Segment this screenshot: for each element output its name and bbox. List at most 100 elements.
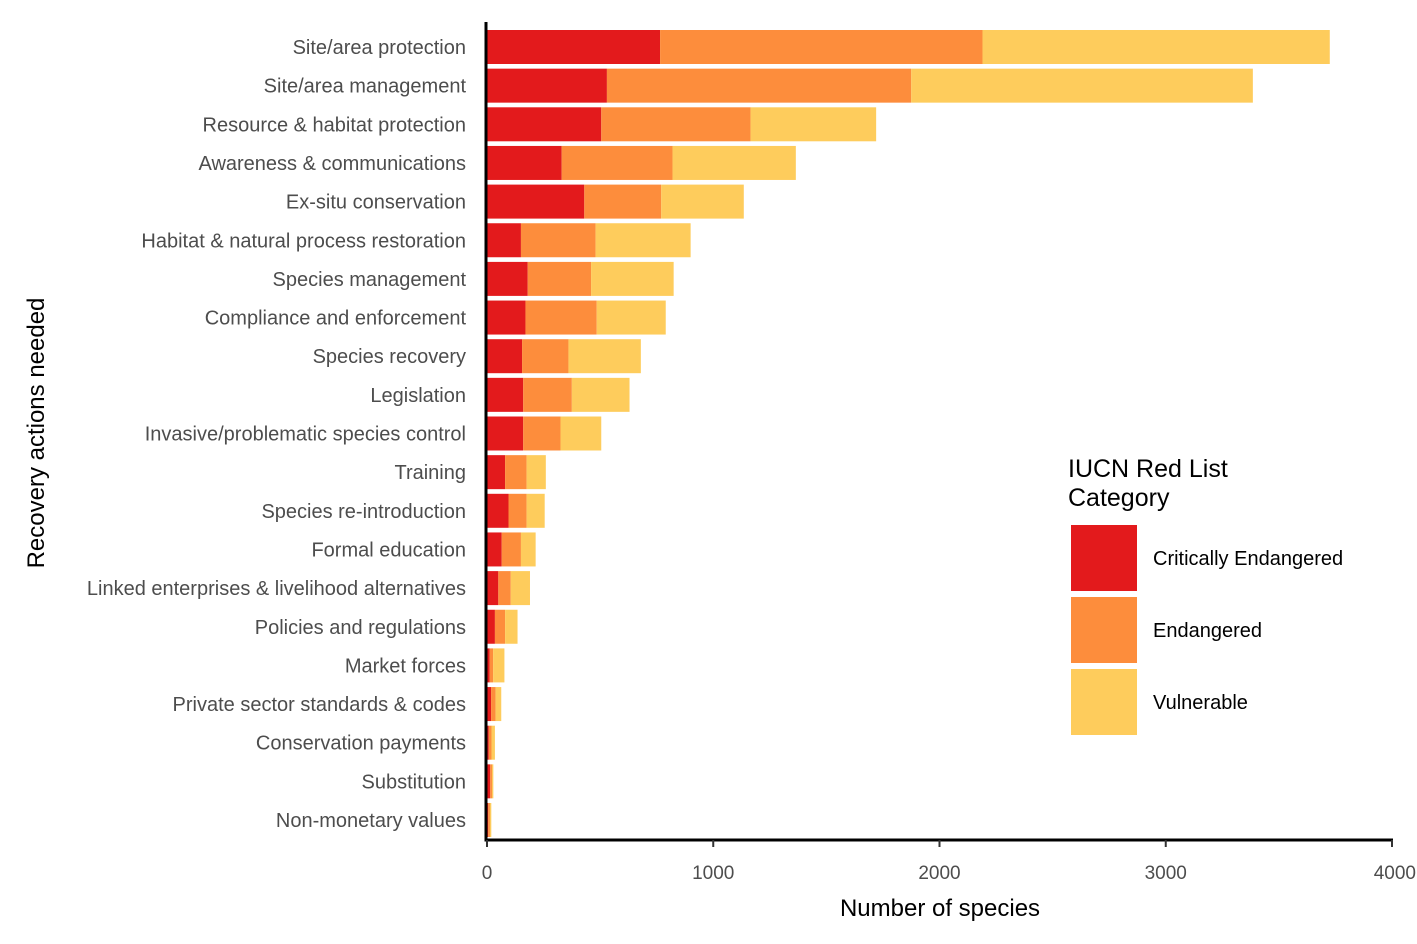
bar-legislation-critically-endangered [487, 377, 524, 412]
bar-private-sector-standards-codes-endangered [491, 687, 496, 722]
bar-private-sector-standards-codes-vulnerable [495, 687, 502, 722]
bar-site-area-management-endangered [606, 68, 912, 103]
bar-market-forces-endangered [489, 648, 494, 683]
bar-linked-enterprises-livelihood-alternatives-endangered [498, 571, 511, 606]
legend-title-line-1: IUCN Red List [1068, 455, 1228, 483]
bar-non-monetary-values-vulnerable [489, 803, 492, 837]
legend-label-endangered: Endangered [1153, 620, 1262, 642]
bar-habitat-natural-process-restoration-vulnerable [595, 223, 691, 258]
category-label-species-recovery: Species recovery [313, 346, 466, 368]
category-label-policies-and-regulations: Policies and regulations [255, 617, 466, 639]
axes [484, 22, 1393, 842]
bar-species-recovery-endangered [522, 339, 569, 374]
bar-resource-habitat-protection-vulnerable [750, 107, 877, 142]
bar-formal-education-endangered [501, 532, 521, 567]
bar-ex-situ-conservation-critically-endangered [487, 184, 585, 219]
x-axis-title: Number of species [840, 895, 1040, 922]
bar-legislation-vulnerable [571, 377, 630, 412]
category-label-linked-enterprises-livelihood-alternatives: Linked enterprises & livelihood alternat… [87, 578, 466, 600]
bar-formal-education-critically-endangered [487, 532, 502, 567]
category-label-non-monetary-values: Non-monetary values [276, 810, 466, 832]
category-label-site-area-management: Site/area management [264, 76, 467, 98]
x-tick-label-3000: 3000 [1145, 863, 1187, 884]
bar-linked-enterprises-livelihood-alternatives-critically-endangered [487, 571, 499, 606]
bar-market-forces-critically-endangered [487, 648, 490, 683]
bars-layer [487, 30, 1330, 837]
bar-site-area-management-vulnerable [911, 68, 1253, 103]
bar-policies-and-regulations-critically-endangered [487, 609, 495, 644]
x-tick-label-1000: 1000 [692, 863, 734, 884]
bar-substitution-critically-endangered [487, 764, 491, 799]
legend-title-line-2: Category [1068, 484, 1170, 512]
bar-awareness-communications-vulnerable [672, 145, 796, 180]
bar-species-recovery-vulnerable [568, 339, 641, 374]
bar-conservation-payments-critically-endangered [487, 725, 489, 760]
x-tick-label-0: 0 [482, 863, 493, 884]
bar-non-monetary-values-critically-endangered [487, 803, 489, 837]
bar-invasive-problematic-species-control-endangered [523, 416, 561, 451]
category-label-market-forces: Market forces [345, 655, 466, 677]
category-label-site-area-protection: Site/area protection [293, 37, 466, 59]
category-label-compliance-and-enforcement: Compliance and enforcement [205, 308, 467, 330]
bar-species-re-introduction-vulnerable [526, 493, 545, 528]
bar-training-vulnerable [526, 455, 546, 490]
bar-site-area-protection-critically-endangered [487, 30, 661, 64]
bar-invasive-problematic-species-control-vulnerable [560, 416, 602, 451]
category-label-resource-habitat-protection: Resource & habitat protection [203, 114, 467, 136]
bar-resource-habitat-protection-critically-endangered [487, 107, 602, 142]
bar-species-re-introduction-critically-endangered [487, 493, 509, 528]
bar-site-area-management-critically-endangered [487, 68, 607, 103]
bar-training-endangered [505, 455, 527, 490]
bar-invasive-problematic-species-control-critically-endangered [487, 416, 524, 451]
bar-species-management-vulnerable [591, 261, 674, 296]
bar-site-area-protection-endangered [660, 30, 983, 64]
legend-label-vulnerable: Vulnerable [1153, 692, 1248, 714]
category-label-legislation: Legislation [370, 385, 466, 407]
bar-species-re-introduction-endangered [508, 493, 527, 528]
bar-legislation-endangered [523, 377, 572, 412]
bar-species-recovery-critically-endangered [487, 339, 523, 374]
bar-site-area-protection-vulnerable [982, 30, 1330, 64]
category-label-training: Training [394, 462, 466, 484]
legend-key-critically-endangered [1071, 525, 1137, 591]
bar-resource-habitat-protection-endangered [601, 107, 751, 142]
bar-ex-situ-conservation-endangered [584, 184, 662, 219]
bar-species-management-endangered [527, 261, 592, 296]
category-label-private-sector-standards-codes: Private sector standards & codes [173, 694, 466, 716]
category-label-substitution: Substitution [361, 771, 466, 793]
legend: IUCN Red List Category Critically Endang… [1068, 455, 1343, 735]
bar-habitat-natural-process-restoration-critically-endangered [487, 223, 521, 258]
category-label-species-management: Species management [273, 269, 467, 291]
bar-conservation-payments-vulnerable [491, 725, 495, 760]
category-label-invasive-problematic-species-control: Invasive/problematic species control [145, 424, 466, 446]
bar-substitution-vulnerable [491, 764, 494, 799]
category-label-species-re-introduction: Species re-introduction [261, 501, 466, 523]
bar-substitution-endangered [490, 764, 492, 799]
bar-habitat-natural-process-restoration-endangered [520, 223, 596, 258]
legend-key-endangered [1071, 597, 1137, 663]
category-label-ex-situ-conservation: Ex-situ conservation [286, 192, 466, 214]
legend-label-critically-endangered: Critically Endangered [1153, 548, 1343, 570]
bar-market-forces-vulnerable [493, 648, 505, 683]
bar-policies-and-regulations-endangered [494, 609, 506, 644]
category-label-conservation-payments: Conservation payments [256, 733, 466, 755]
bar-policies-and-regulations-vulnerable [505, 609, 518, 644]
bar-awareness-communications-endangered [561, 145, 673, 180]
bar-training-critically-endangered [487, 455, 506, 490]
bar-compliance-and-enforcement-critically-endangered [487, 300, 526, 335]
bar-ex-situ-conservation-vulnerable [661, 184, 744, 219]
bar-species-management-critically-endangered [487, 261, 528, 296]
x-tick-label-2000: 2000 [918, 863, 960, 884]
x-ticks: 0 1000 2000 3000 4000 [482, 840, 1416, 884]
bar-compliance-and-enforcement-endangered [525, 300, 597, 335]
bar-private-sector-standards-codes-critically-endangered [487, 687, 492, 722]
category-label-formal-education: Formal education [311, 539, 466, 561]
category-labels: Site/area protection Site/area management… [87, 37, 467, 832]
bar-conservation-payments-endangered [488, 725, 492, 760]
bar-non-monetary-values-endangered [488, 803, 490, 837]
legend-key-vulnerable [1071, 669, 1137, 735]
bar-linked-enterprises-livelihood-alternatives-vulnerable [510, 571, 530, 606]
bar-formal-education-vulnerable [520, 532, 536, 567]
